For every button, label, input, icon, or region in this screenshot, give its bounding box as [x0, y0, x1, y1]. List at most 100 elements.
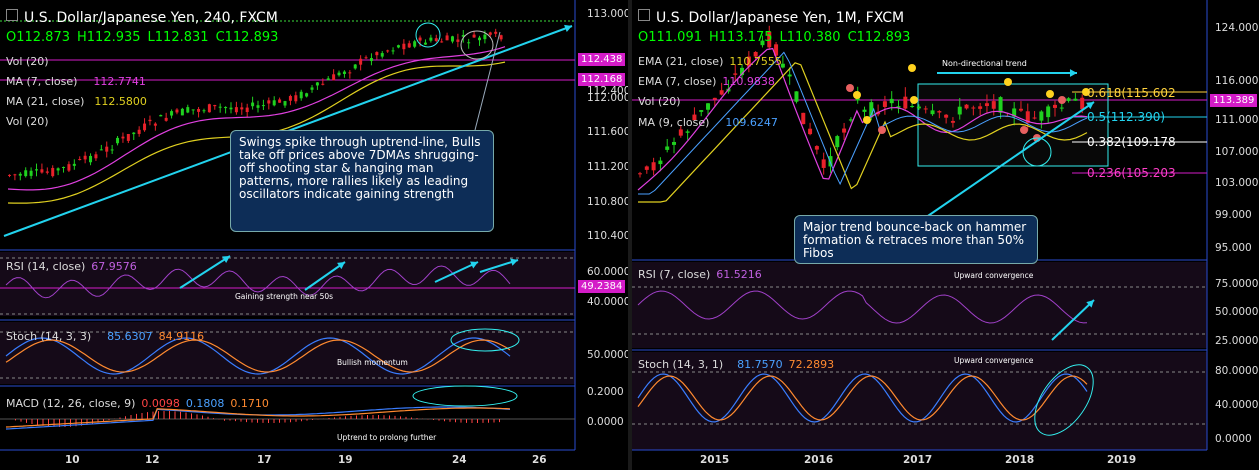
candle-body [472, 34, 476, 38]
candle-body [774, 44, 779, 56]
stoch-k-line [5, 337, 511, 375]
macd-signal-value: 0.1710 [230, 397, 269, 410]
right-ma9-legend: MA (9, close) 109.6247 [638, 116, 778, 129]
left-price-tick: 112.400 [587, 85, 628, 97]
left-ohlc: O112.873 H112.935 L112.831 C112.893 [6, 30, 285, 45]
right-price-tag: 113.389 [1210, 94, 1258, 107]
hammer-highlight [1022, 137, 1052, 167]
candle-body [423, 42, 427, 45]
stoch-note: Bullish momentum [337, 358, 408, 367]
candle-body [499, 35, 503, 40]
trend-label: Non-directional trend [942, 59, 1027, 68]
candle-body [396, 45, 400, 48]
candle-body [369, 58, 373, 62]
right-ma9-value: 109.6247 [725, 116, 778, 129]
candle-body [245, 107, 249, 113]
candle-body [99, 149, 103, 151]
candle-body [305, 93, 309, 97]
candle-body [699, 110, 704, 112]
candle-body [440, 41, 444, 43]
candle-body [821, 159, 826, 168]
candle-body [164, 117, 168, 121]
candle-body [862, 109, 867, 112]
left-price-tick: 110.800 [587, 196, 628, 208]
candle-body [315, 82, 319, 86]
left-price-tick: 111.200 [587, 161, 628, 173]
candle-body [18, 173, 22, 176]
right-price-tick: 99.000 [1215, 209, 1252, 221]
left-close: C112.893 [215, 30, 279, 45]
pattern-dot [1046, 90, 1054, 98]
candle-body [896, 106, 901, 108]
stoch-highlight [450, 328, 520, 352]
candle-body [964, 104, 969, 109]
collapse-icon[interactable] [6, 9, 18, 21]
candle-body [326, 78, 330, 81]
candle-body [159, 115, 163, 117]
candle-body [105, 146, 109, 152]
right-chart-canvas [632, 0, 1208, 451]
fib-0236: 0.236(105.203 [1087, 166, 1176, 180]
candle-body [889, 98, 894, 104]
left-ma21-legend: MA (21, close) 112.5800 [6, 95, 147, 108]
macd-value: 0.1808 [185, 397, 225, 410]
candle-body [916, 106, 921, 109]
right-price-tick: 103.000 [1215, 177, 1259, 189]
candle-body [753, 51, 758, 57]
candle-body [828, 156, 833, 167]
right-ema21-value: 110.7555 [729, 55, 782, 68]
pattern-dot [846, 84, 854, 92]
fib-0382: 0.382(109.178 [1087, 135, 1176, 149]
candle-body [272, 100, 276, 106]
rsi-arrow-head [337, 262, 345, 270]
x-tick: 12 [145, 454, 160, 466]
right-stoch-note: Upward convergence [954, 356, 1034, 365]
year-tick: 2018 [1005, 454, 1035, 466]
candle-body [937, 111, 942, 113]
candle-body [175, 109, 179, 113]
candle-body [1066, 98, 1071, 101]
right-ema7-value: 110.9838 [722, 75, 775, 88]
candle-body [359, 58, 363, 65]
price-tag-112168: 112.168 [578, 73, 626, 86]
candle-body [1080, 97, 1085, 110]
right-rsi-value: 61.5216 [716, 268, 762, 281]
panel-divider[interactable] [628, 0, 632, 470]
candle-body [957, 106, 962, 115]
candle-body [733, 73, 738, 75]
candle-body [746, 56, 751, 67]
candle-body [1073, 98, 1078, 101]
rsi-tag: 49.2384 [578, 280, 626, 293]
left-rsi-legend: RSI (14, close) 67.9576 [6, 260, 137, 273]
collapse-icon[interactable] [638, 9, 650, 21]
candle-body [814, 146, 819, 150]
candle-body [170, 111, 174, 116]
candle-body [835, 136, 840, 148]
candle-body [445, 35, 449, 41]
left-price-tick: 112.000 [587, 92, 628, 104]
candle-body [348, 72, 352, 74]
left-ma7-line [7, 46, 506, 191]
candle-body [299, 91, 303, 99]
rsi-arrow-head [222, 256, 230, 264]
candle-body [787, 74, 792, 77]
candle-body [191, 109, 195, 111]
price-tag-112438: 112.438 [578, 53, 626, 66]
right-price-tick: 116.000 [1215, 75, 1259, 87]
candle-body [256, 105, 260, 108]
right-price-tick: 107.000 [1215, 146, 1259, 158]
fib-0618: 0.618(115.602 [1087, 86, 1176, 100]
right-rsi-tick: 50.0000 [1215, 306, 1259, 318]
candle-body [267, 100, 271, 104]
candle-body [391, 50, 395, 52]
highlight-circle [415, 22, 441, 48]
right-stoch-k [637, 373, 1088, 423]
candle-body [740, 67, 745, 76]
candle-body [998, 97, 1003, 113]
candle-body [229, 107, 233, 110]
candle-body [794, 91, 799, 102]
candle-body [488, 32, 492, 35]
right-stoch-k: 81.7570 [737, 358, 783, 371]
candle-body [950, 120, 955, 123]
candle-body [869, 102, 874, 118]
